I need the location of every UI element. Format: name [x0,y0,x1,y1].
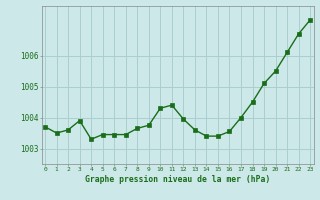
X-axis label: Graphe pression niveau de la mer (hPa): Graphe pression niveau de la mer (hPa) [85,175,270,184]
